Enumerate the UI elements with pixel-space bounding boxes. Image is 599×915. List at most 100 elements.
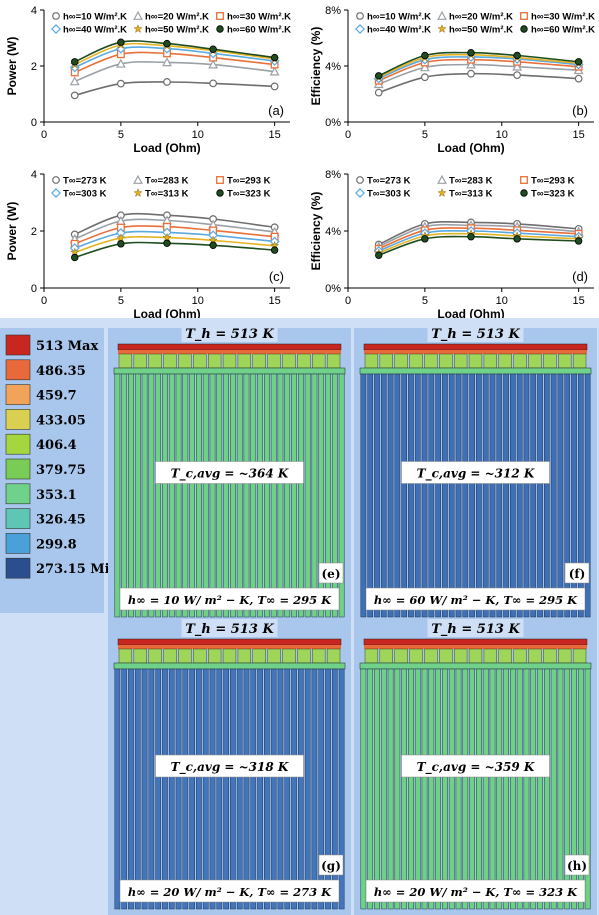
data-point	[513, 51, 521, 60]
y-axis-title: Power (W)	[5, 37, 19, 96]
simulation-panel-e: T_h = 513 K T_c,avg = ~364 K (e) h∞ = 10 W/…	[108, 324, 351, 623]
heat-sink-fin	[202, 373, 209, 618]
heat-sink-fin	[523, 668, 530, 910]
data-point	[51, 188, 61, 198]
heat-sink-fin	[387, 373, 394, 618]
heat-sink-fin	[482, 373, 489, 618]
heat-sink-fin	[325, 668, 331, 910]
data-point	[163, 239, 171, 247]
legend-entry: h∞=50 W/m².K	[449, 25, 513, 36]
heat-sink-fin	[503, 373, 509, 618]
data-point	[512, 61, 523, 71]
bc-label-bg	[365, 587, 586, 611]
heat-sink-fin	[114, 373, 121, 618]
legend-entry: T∞=283 K	[145, 176, 189, 187]
y-tick-label: 4	[31, 5, 37, 17]
boundary-conditions: h∞ = 60 W/ m² − K, T∞ = 295 K	[374, 593, 578, 607]
heat-sink-fin	[584, 373, 591, 618]
data-point	[52, 12, 60, 20]
heat-sink-fin	[196, 668, 202, 910]
data-point	[209, 45, 217, 53]
te-leg	[409, 353, 423, 369]
heat-sink-fin	[414, 668, 421, 910]
tc-label-bg	[401, 754, 550, 778]
data-point	[419, 62, 430, 72]
te-leg	[454, 353, 468, 369]
te-leg	[252, 353, 266, 369]
heat-sink-fin	[148, 373, 155, 618]
te-leg	[312, 353, 326, 369]
heat-sink-fin	[230, 668, 236, 910]
hot-plate-gradient	[118, 350, 341, 354]
heat-sink-fin	[284, 373, 291, 618]
x-axis-title: Load (Ohm)	[133, 307, 200, 318]
cold-plate	[359, 367, 592, 375]
te-leg	[297, 648, 311, 664]
heat-sink-fin	[243, 373, 250, 618]
data-point	[71, 253, 79, 262]
data-point	[133, 174, 143, 184]
heat-sink-fin	[284, 668, 291, 910]
heat-sink-fin	[550, 373, 557, 618]
heat-sink-fin	[557, 668, 564, 910]
th-label-bg	[181, 324, 278, 342]
data-point	[270, 53, 279, 62]
colorbar-swatch	[5, 533, 31, 554]
cold-side-avg-temperature: T_c,avg = ~312 K	[417, 467, 535, 482]
heat-sink-fin	[367, 373, 374, 618]
data-point	[116, 79, 125, 88]
data-point	[437, 24, 447, 34]
tc-label-bg	[155, 461, 304, 484]
tc-label-bg	[155, 754, 304, 778]
chart-panel-a: 0 2 4 0 5 10 15 Load (Ohm) Power (W) h∞=10 W/m².K…	[5, 5, 291, 155]
te-leg	[193, 353, 207, 369]
data-point	[208, 48, 219, 59]
heat-sink-fin	[175, 668, 182, 910]
colorbar-label: 513 Max	[36, 339, 98, 354]
data-point	[421, 235, 429, 243]
legend-entry: h∞=60 W/m².K	[227, 25, 291, 36]
te-leg	[237, 648, 252, 664]
data-point	[520, 25, 528, 33]
heat-sink-fin	[128, 373, 134, 618]
heat-sink-fin	[550, 668, 557, 910]
legend-entry: T∞=273 K	[367, 176, 411, 187]
data-point	[437, 188, 447, 198]
hot-plate-gradient	[364, 645, 587, 649]
te-leg	[513, 353, 527, 369]
heat-sink-fin	[577, 668, 584, 910]
x-tick-label: 10	[496, 295, 508, 307]
data-point	[209, 241, 217, 249]
te-leg	[222, 353, 237, 369]
heat-sink-fin	[523, 373, 530, 618]
simulation-panel-f: T_h = 513 K T_c,avg = ~312 K (f) h∞ = 60 W/…	[354, 324, 597, 623]
heat-sink-fin	[489, 373, 496, 618]
heat-sink-fin	[162, 373, 168, 618]
te-leg	[572, 648, 587, 664]
heat-sink-fin	[401, 668, 408, 910]
x-tick-label: 0	[41, 295, 47, 307]
heat-sink-fin	[277, 373, 284, 618]
te-leg	[394, 353, 408, 369]
te-leg	[133, 648, 147, 664]
panel-label: (h)	[567, 859, 587, 873]
heat-sink-fin	[496, 373, 503, 618]
heat-sink-fin	[189, 373, 195, 618]
te-leg	[222, 648, 237, 664]
legend-entry: T∞=283 K	[449, 176, 493, 187]
boundary-conditions: h∞ = 20 W/ m² − K, T∞ = 273 K	[128, 885, 332, 899]
heat-sink-fin	[230, 373, 236, 618]
cold-plate	[359, 662, 592, 670]
colorbar-label: 353.1	[36, 488, 77, 503]
heat-sink-fin	[270, 373, 277, 618]
data-point	[209, 79, 218, 88]
heat-sink-fin	[304, 668, 311, 910]
legend-entry: T∞=313 K	[449, 189, 493, 200]
tag-bg	[564, 854, 590, 876]
heat-sink-fin	[442, 668, 448, 910]
colorbar-swatch	[5, 508, 31, 529]
te-leg	[558, 353, 572, 369]
data-point	[466, 59, 476, 69]
data-point	[133, 188, 143, 198]
data-point	[69, 76, 80, 86]
